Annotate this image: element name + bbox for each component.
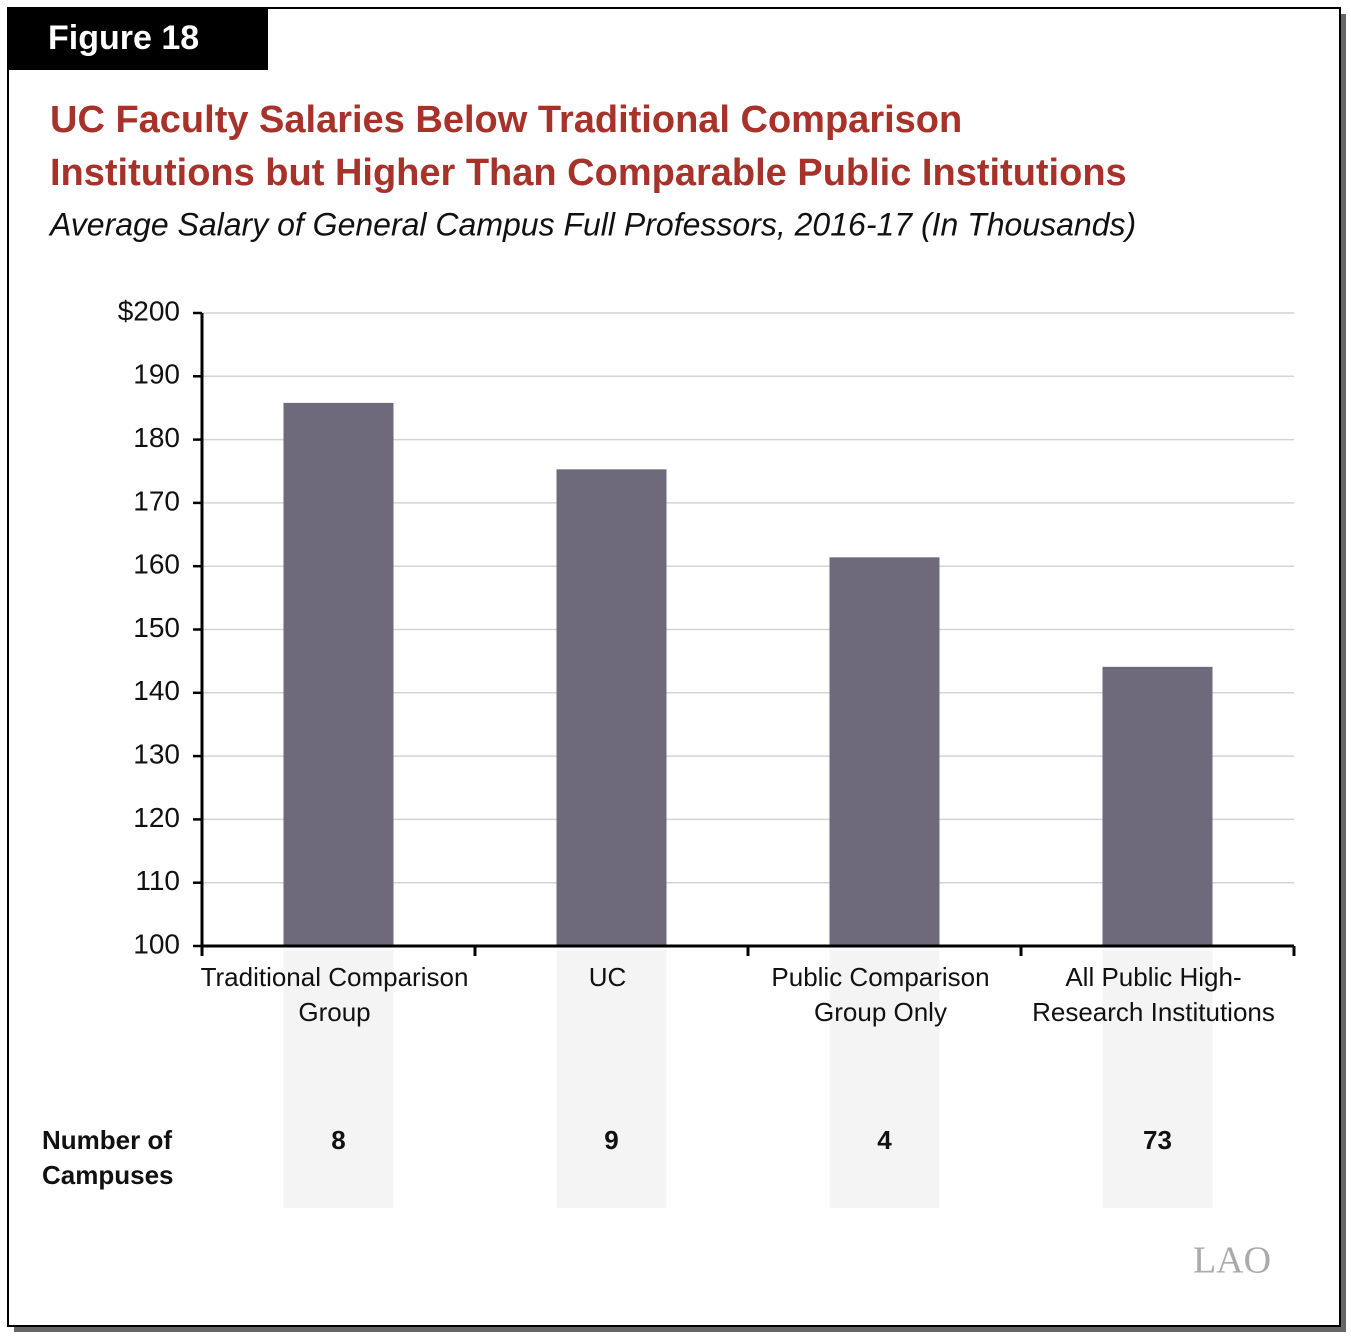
x-tick-label: UC — [588, 962, 627, 992]
y-tick-label: 130 — [133, 738, 180, 769]
y-tick-label: $200 — [118, 295, 180, 326]
label-band — [1102, 950, 1213, 1208]
chart-title: Institutions but Higher Than Comparable … — [50, 152, 1127, 194]
y-tick-label: 140 — [133, 675, 180, 706]
y-tick-label: 180 — [133, 422, 180, 453]
x-tick-label: Traditional Comparison Group — [200, 962, 469, 1027]
campus-label: Number of Campuses — [42, 1125, 174, 1190]
x-tick-label: All Public High-Research Institutions — [1032, 962, 1275, 1027]
chart-title: UC Faculty Salaries Below Traditional Co… — [50, 99, 962, 141]
y-tick-label: 150 — [133, 612, 180, 643]
label-band — [556, 950, 667, 1208]
chart-subtitle: Average Salary of General Campus Full Pr… — [48, 206, 1136, 242]
y-tick-label: 170 — [133, 485, 180, 516]
bar — [829, 557, 940, 946]
label-band — [829, 950, 940, 1208]
label-band — [283, 950, 394, 1208]
y-tick-label: 190 — [133, 359, 180, 390]
x-tick-label: Public Comparison Group Only — [771, 962, 990, 1027]
bar — [1102, 666, 1213, 946]
y-tick-label: 120 — [133, 802, 180, 833]
campus-count: 4 — [877, 1125, 892, 1155]
figure-label: Figure 18 — [48, 19, 199, 57]
campus-count: 73 — [1143, 1125, 1172, 1155]
bar — [283, 402, 394, 946]
bar — [556, 469, 667, 946]
logo: LAO — [1193, 1240, 1271, 1282]
y-tick-label: 110 — [135, 865, 180, 896]
campus-count: 9 — [604, 1125, 619, 1155]
y-tick-label: 100 — [133, 928, 180, 959]
campus-count: 8 — [331, 1125, 346, 1155]
figure-tab — [8, 8, 268, 70]
y-tick-label: 160 — [133, 549, 180, 580]
